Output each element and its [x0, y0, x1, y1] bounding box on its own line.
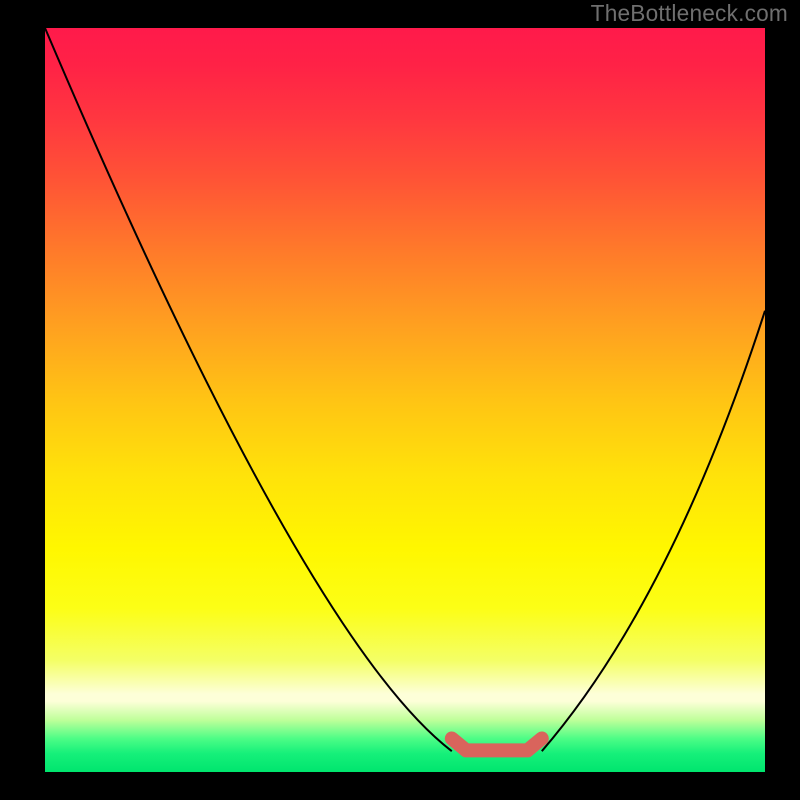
bottleneck-chart: [0, 0, 800, 800]
plot-background: [45, 28, 765, 772]
watermark-text: TheBottleneck.com: [591, 0, 788, 27]
chart-stage: TheBottleneck.com: [0, 0, 800, 800]
